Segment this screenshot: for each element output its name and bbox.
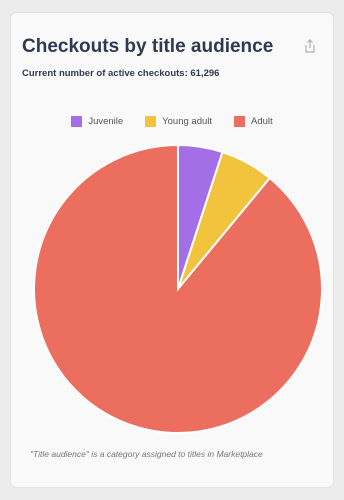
legend-swatch-juvenile xyxy=(71,116,83,127)
chart-footnote: "Title audience" is a category assigned … xyxy=(30,449,263,459)
legend-label-juvenile: Juvenile xyxy=(88,116,124,127)
legend-swatch-young-adult xyxy=(145,116,157,127)
chart-title: Checkouts by title audience xyxy=(22,36,274,57)
legend-item-juvenile[interactable]: Juvenile xyxy=(71,116,123,127)
legend-swatch-adult xyxy=(234,116,246,127)
legend-item-young-adult[interactable]: Young adult xyxy=(145,116,212,127)
legend-item-adult[interactable]: Adult xyxy=(234,116,273,127)
legend-label-young-adult: Young adult xyxy=(162,116,213,127)
pie-slice-adult[interactable] xyxy=(33,143,323,434)
legend-label-adult: Adult xyxy=(251,116,273,127)
active-checkouts-count: Current number of active checkouts: 61,2… xyxy=(22,68,220,79)
chart-legend: Juvenile Young adult Adult xyxy=(0,116,344,127)
share-export-icon[interactable] xyxy=(302,38,318,54)
